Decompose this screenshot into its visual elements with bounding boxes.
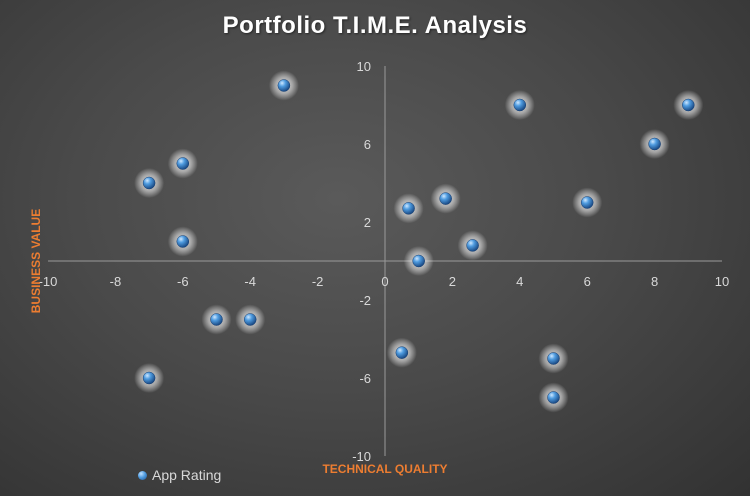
x-tick-label: -4 [244, 274, 256, 289]
data-point [393, 193, 424, 224]
data-point [201, 304, 232, 335]
data-point [403, 246, 434, 276]
chart-title: Portfolio T.I.M.E. Analysis [222, 12, 528, 39]
legend-marker-icon [138, 470, 147, 480]
x-tick-label: 6 [584, 274, 591, 289]
data-points [134, 70, 704, 413]
x-tick-label: -8 [110, 274, 122, 289]
x-tick-label: 4 [516, 274, 523, 289]
x-tick-label: 10 [715, 274, 729, 289]
data-point [538, 382, 569, 413]
y-tick-label: 6 [364, 137, 371, 152]
data-point [430, 183, 461, 214]
x-tick-label: 8 [651, 274, 658, 289]
data-point [538, 343, 569, 374]
tick-labels: -10 -8 -6 -4 -2 0 2 4 6 8 10 -10 -6 -2 2 6 10 [39, 59, 730, 464]
data-point [134, 168, 165, 198]
y-tick-label: 10 [357, 59, 371, 74]
y-axis-title: BUSINESS VALUE [29, 209, 43, 313]
data-point [673, 90, 704, 120]
x-tick-label: 2 [449, 274, 456, 289]
y-tick-label: 2 [364, 215, 371, 230]
x-tick-label: -10 [39, 274, 58, 289]
x-tick-label: -6 [177, 274, 189, 289]
data-point [268, 70, 299, 101]
data-point [167, 148, 198, 179]
data-point [235, 304, 266, 335]
y-tick-label: -6 [359, 371, 371, 386]
data-point [134, 363, 165, 393]
data-point [457, 230, 488, 261]
x-axis-title: TECHNICAL QUALITY [322, 462, 447, 476]
data-point [572, 187, 603, 218]
data-point [386, 337, 417, 368]
y-tick-label: -2 [359, 293, 371, 308]
x-tick-label: -2 [312, 274, 324, 289]
y-tick-label: -10 [352, 449, 371, 464]
x-tick-label: 0 [381, 274, 388, 289]
data-point [504, 90, 535, 120]
data-point [639, 129, 670, 159]
axes [48, 66, 722, 456]
legend: App Rating [138, 467, 221, 483]
data-point [167, 226, 198, 257]
legend-label: App Rating [152, 467, 222, 483]
